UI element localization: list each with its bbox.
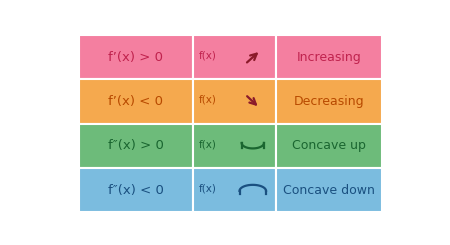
- Text: f″(x) < 0: f″(x) < 0: [108, 184, 164, 197]
- Bar: [193, 124, 276, 168]
- Bar: [276, 35, 382, 79]
- Bar: [193, 35, 276, 79]
- Bar: [79, 79, 193, 124]
- Text: Concave down: Concave down: [284, 184, 375, 197]
- Text: f(x): f(x): [199, 183, 216, 193]
- Text: f″(x) > 0: f″(x) > 0: [108, 139, 164, 152]
- Bar: [193, 168, 276, 212]
- Bar: [276, 79, 382, 124]
- Bar: [79, 35, 193, 79]
- Text: f(x): f(x): [199, 50, 216, 60]
- Bar: [276, 168, 382, 212]
- Text: Increasing: Increasing: [297, 51, 362, 64]
- Text: f(x): f(x): [199, 95, 216, 105]
- Bar: [193, 79, 276, 124]
- Bar: [276, 124, 382, 168]
- Text: Decreasing: Decreasing: [294, 95, 364, 108]
- Bar: [79, 124, 193, 168]
- Text: Concave up: Concave up: [292, 139, 366, 152]
- Bar: [79, 168, 193, 212]
- Text: f’(x) < 0: f’(x) < 0: [108, 95, 163, 108]
- Text: f’(x) > 0: f’(x) > 0: [108, 51, 163, 64]
- Text: f(x): f(x): [199, 139, 216, 149]
